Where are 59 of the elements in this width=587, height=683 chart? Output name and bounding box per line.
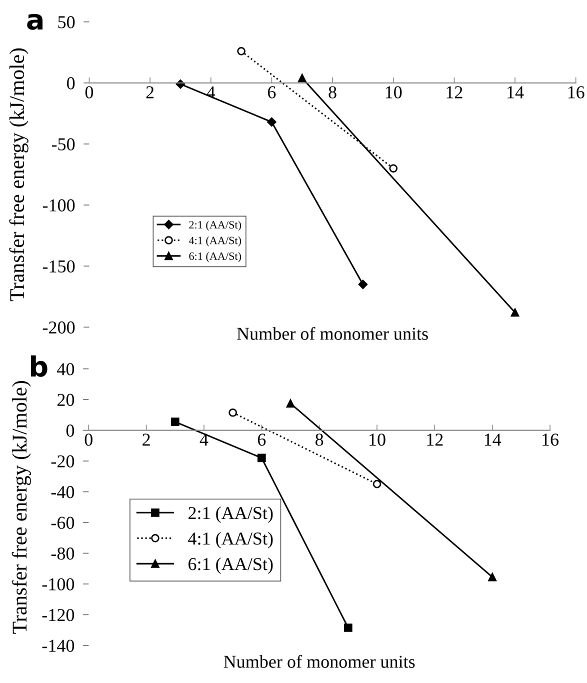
y-tick-label: 40: [57, 363, 74, 376]
y-tick-label: 50: [58, 16, 75, 28]
x-axis-title: Number of monomer units: [237, 326, 428, 340]
point: [237, 47, 246, 56]
x-tick-label: 10: [386, 86, 402, 98]
y-tick-label: -50: [52, 138, 75, 150]
point: [344, 624, 352, 632]
x-tick-label: 14: [484, 434, 502, 446]
y-tick-label: -100: [42, 199, 75, 212]
chart-title: a: [27, 14, 43, 30]
x-tick-label: 8: [328, 86, 336, 98]
x-axis-title: Number of monomer units: [224, 654, 415, 668]
point: [510, 308, 520, 317]
y-tick-label: -140: [42, 640, 74, 652]
x-tick-label: 6: [268, 86, 276, 98]
y-tick-label: 0: [66, 77, 75, 90]
y-axis-title: Transfer free energy (kJ/mole): [9, 48, 28, 302]
y-tick-label: -150: [42, 260, 75, 273]
y-axis-title: Transfer free energy (kJ/mole): [12, 381, 31, 634]
legend-label: 4:1 (AA/St): [188, 532, 273, 548]
point: [267, 117, 276, 127]
point: [358, 280, 368, 290]
x-tick-label: 2: [142, 434, 150, 446]
point: [257, 454, 266, 462]
legend-label: 6:1 (AA/St): [188, 557, 273, 574]
legend-label: 2:1 (AA/St): [188, 506, 273, 523]
legend-label: 2:1 (AA/St): [189, 220, 242, 231]
x-tick-label: 16: [568, 86, 584, 98]
y-tick-label: -200: [42, 321, 75, 334]
y-tick-label: -60: [51, 516, 74, 529]
point: [286, 399, 295, 408]
chart-title: b: [30, 355, 48, 377]
legend-label: 4:1 (AA/St): [188, 236, 242, 247]
point: [372, 480, 382, 488]
x-tick-label: 4: [200, 434, 208, 446]
x-tick-label: 6: [258, 434, 266, 446]
y-tick-label: 0: [66, 424, 74, 437]
point: [176, 80, 186, 89]
x-tick-label: 2: [146, 86, 154, 98]
x-tick-label: 14: [508, 86, 524, 98]
point: [170, 418, 180, 426]
point: [228, 408, 237, 417]
x-tick-label: 12: [427, 434, 443, 446]
y-tick-label: -20: [51, 455, 74, 468]
x-tick-label: 16: [542, 434, 559, 446]
y-tick-label: -80: [51, 547, 74, 560]
x-tick-label: 10: [370, 434, 386, 446]
y-tick-label: 20: [57, 394, 74, 406]
point: [488, 572, 497, 582]
y-tick-label: -100: [42, 578, 74, 590]
y-tick-label: -40: [51, 486, 74, 498]
x-tick-label: 0: [84, 434, 92, 446]
point: [298, 74, 306, 82]
point: [389, 164, 398, 173]
y-tick-label: -120: [42, 608, 74, 622]
x-tick-label: 12: [446, 86, 462, 98]
legend-label: 6:1 (AA/St): [189, 252, 242, 262]
x-tick-label: 0: [85, 86, 94, 98]
x-tick-label: 8: [316, 434, 324, 446]
